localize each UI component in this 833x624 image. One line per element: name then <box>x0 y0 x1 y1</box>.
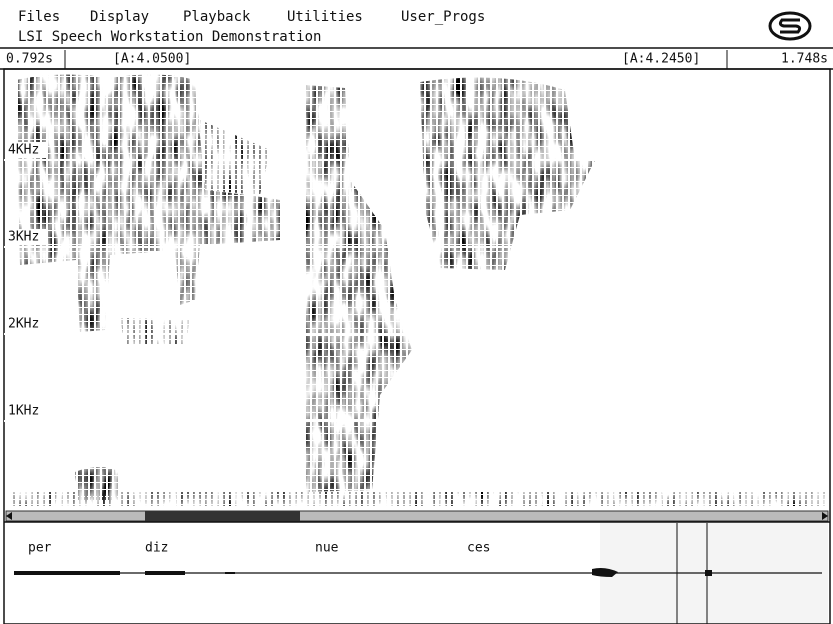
cursor-right: [A:4.2450] <box>622 52 700 67</box>
end-time: 1.748s <box>781 52 828 67</box>
menu-item[interactable]: User_Progs <box>401 9 485 25</box>
scroll-thumb[interactable] <box>145 511 300 521</box>
segment-label: per <box>28 541 52 556</box>
frequency-label: 2KHz <box>8 317 39 332</box>
window-title: LSI Speech Workstation Demonstration <box>18 29 321 45</box>
cursor-left: [A:4.0500] <box>113 52 191 67</box>
segment-label: diz <box>145 541 168 556</box>
menu-item[interactable]: Playback <box>183 9 251 25</box>
frequency-label: 3KHz <box>8 230 39 245</box>
frequency-label: 4KHz <box>8 143 39 158</box>
segment-label: ces <box>467 541 490 556</box>
menu-item[interactable]: Display <box>90 9 149 25</box>
menu-item[interactable]: Files <box>18 9 60 25</box>
segment-label: nue <box>315 541 339 556</box>
scroll-bar[interactable] <box>6 511 828 521</box>
menu-item[interactable]: Utilities <box>287 9 363 25</box>
speech-workstation: Files Display Playback Utilities User_Pr… <box>0 0 833 624</box>
frequency-label: 1KHz <box>8 404 39 419</box>
start-time: 0.792s <box>6 52 53 67</box>
